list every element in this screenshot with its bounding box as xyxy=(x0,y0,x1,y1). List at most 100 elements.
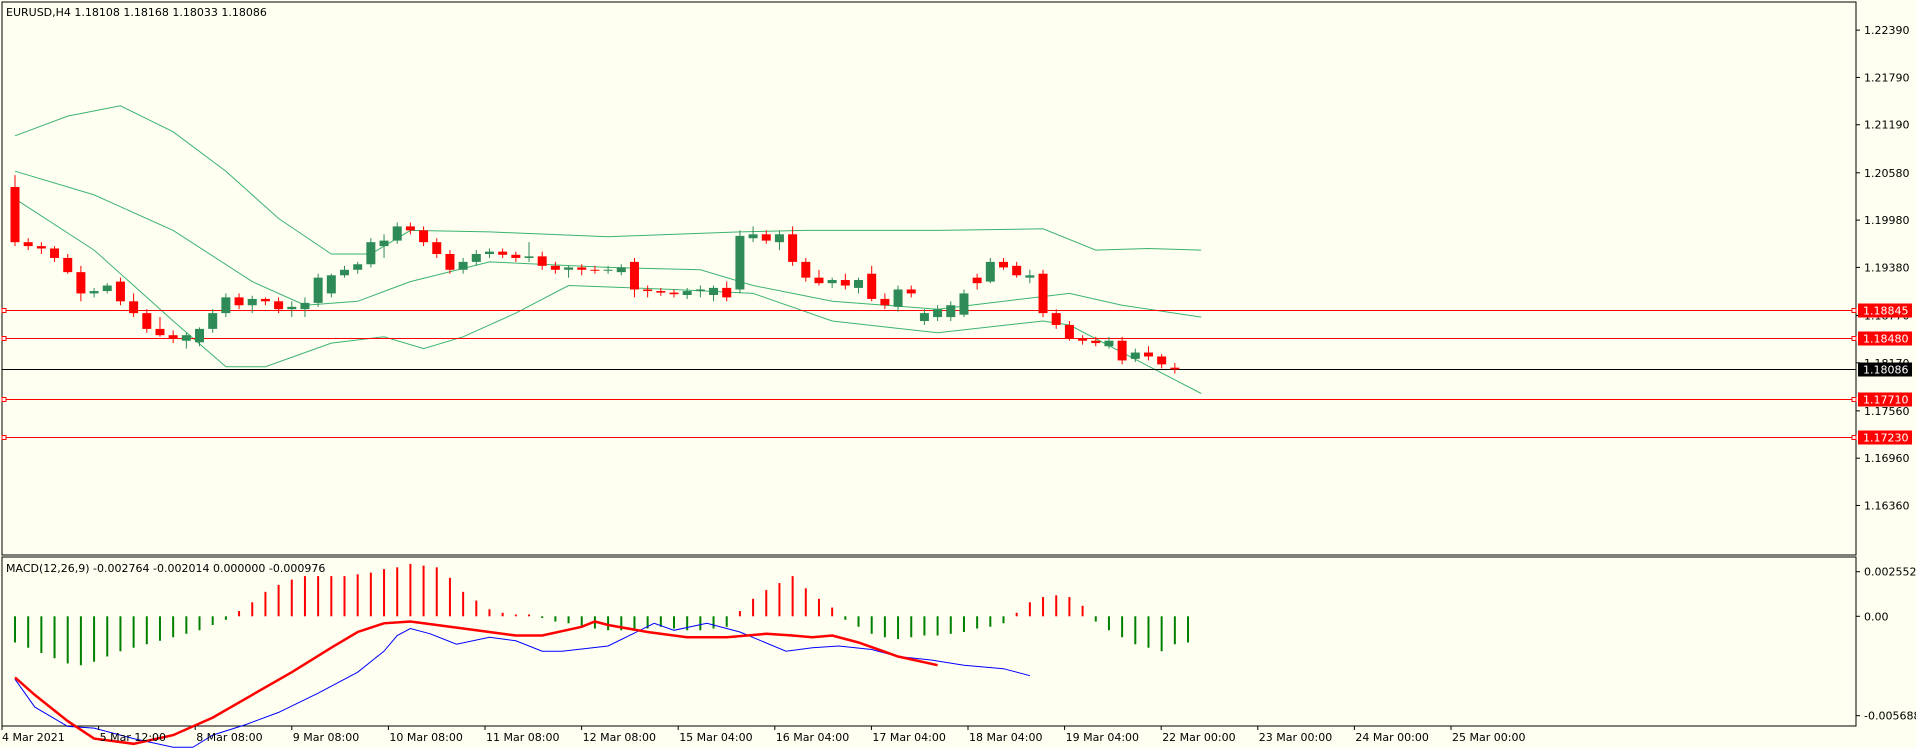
macd-tick-label-2: -0.005688 xyxy=(1864,710,1916,723)
candle xyxy=(656,287,666,296)
macd-panel[interactable] xyxy=(1,556,1857,727)
level-badge-label-3: 1.17230 xyxy=(1863,432,1909,445)
candle xyxy=(972,273,982,290)
candle-body xyxy=(247,298,257,306)
level-badge-3 xyxy=(1858,430,1912,445)
candle xyxy=(445,250,455,274)
level-handle-right-2 xyxy=(1851,397,1857,402)
candle xyxy=(1078,335,1088,345)
time-tick-label-11: 19 Mar 04:00 xyxy=(1066,731,1139,744)
candle-body xyxy=(260,298,270,302)
candle xyxy=(484,248,494,258)
candle xyxy=(221,293,231,318)
price-tick-label-8: 1.17560 xyxy=(1864,405,1910,418)
horizontal-levels[interactable] xyxy=(1,308,1857,440)
candle xyxy=(498,248,508,258)
candle xyxy=(985,257,995,284)
candle xyxy=(1170,362,1180,374)
candle xyxy=(761,230,771,244)
candle xyxy=(36,242,46,255)
candle-body xyxy=(564,267,574,270)
candle-body xyxy=(603,269,613,271)
candle xyxy=(63,254,73,274)
candle-body xyxy=(181,335,191,341)
candle-body xyxy=(1064,324,1074,339)
candle xyxy=(142,309,152,333)
candle-body xyxy=(1130,352,1140,359)
candle xyxy=(959,289,969,318)
candle xyxy=(168,330,178,344)
candle xyxy=(50,246,60,262)
candle-body xyxy=(115,281,125,302)
candle-body xyxy=(1157,356,1167,365)
candle xyxy=(801,257,811,282)
time-tick-label-5: 11 Mar 08:00 xyxy=(486,731,559,744)
price-tick-label-4: 1.19980 xyxy=(1864,214,1910,227)
candle-body xyxy=(498,251,508,255)
candle-body xyxy=(682,291,692,295)
bollinger-middle-band xyxy=(14,170,1202,318)
level-badge-label-2: 1.17710 xyxy=(1863,394,1909,407)
candle xyxy=(458,257,468,274)
candle-body xyxy=(89,291,99,294)
candle-body xyxy=(550,265,560,270)
candle xyxy=(564,265,574,278)
candle xyxy=(735,230,745,294)
candle-body xyxy=(155,328,165,336)
candle-body xyxy=(287,306,297,310)
level-handle-left-3 xyxy=(1,435,7,440)
time-axis: 4 Mar 2021 5 Mar 12:00 8 Mar 08:00 9 Mar 08… xyxy=(1,726,1525,744)
candle-body xyxy=(893,289,903,307)
candle-body xyxy=(274,301,284,310)
macd-signal-line xyxy=(14,620,938,746)
candle-body xyxy=(1143,352,1153,357)
candle-body xyxy=(788,234,798,262)
candle xyxy=(195,327,205,347)
candle-body xyxy=(590,269,600,271)
candle-body xyxy=(577,267,587,270)
candle xyxy=(392,222,402,244)
bollinger-bands xyxy=(14,105,1202,394)
time-tick-label-8: 16 Mar 04:00 xyxy=(776,731,849,744)
candle xyxy=(1051,309,1061,329)
candle-body xyxy=(36,246,46,249)
candle-body xyxy=(458,261,468,270)
time-tick-label-13: 23 Mar 00:00 xyxy=(1259,731,1332,744)
candle xyxy=(906,285,916,298)
macd-info: MACD(12,26,9) -0.002764 -0.002014 0.0000… xyxy=(6,562,325,575)
level-handle-left-1 xyxy=(1,336,7,341)
macd-axis: 0.002552 0.00 -0.005688 xyxy=(1856,566,1916,723)
candle-body xyxy=(168,335,178,339)
level-badge-label-1: 1.18480 xyxy=(1863,333,1909,346)
candle-body xyxy=(524,256,534,258)
candle-body xyxy=(392,226,402,241)
candle-body xyxy=(656,291,666,293)
candle xyxy=(274,297,284,314)
macd-line xyxy=(14,622,1031,748)
level-badge-2 xyxy=(1858,392,1912,407)
macd-tick-label-1: 0.00 xyxy=(1864,610,1889,623)
macd-tick-label-0: 0.002552 xyxy=(1864,566,1916,579)
candles xyxy=(10,175,1180,374)
candle xyxy=(432,238,442,258)
candle xyxy=(788,226,798,266)
candle xyxy=(643,285,653,298)
candle xyxy=(379,234,389,258)
candle xyxy=(1091,336,1101,347)
candle-body xyxy=(484,251,494,255)
candle-body xyxy=(234,297,244,306)
time-tick-label-12: 22 Mar 00:00 xyxy=(1162,731,1235,744)
candle-body xyxy=(801,261,811,278)
candle xyxy=(774,230,784,251)
candle-body xyxy=(1170,367,1180,370)
candle-body xyxy=(1078,338,1088,341)
price-panel[interactable] xyxy=(1,1,1857,556)
candle xyxy=(722,281,732,302)
candle-body xyxy=(1038,273,1048,314)
candle xyxy=(919,309,929,325)
candle-body xyxy=(405,226,415,231)
candle-body xyxy=(854,280,864,288)
candle xyxy=(115,277,125,306)
level-badge-label-0: 1.18845 xyxy=(1863,305,1909,318)
